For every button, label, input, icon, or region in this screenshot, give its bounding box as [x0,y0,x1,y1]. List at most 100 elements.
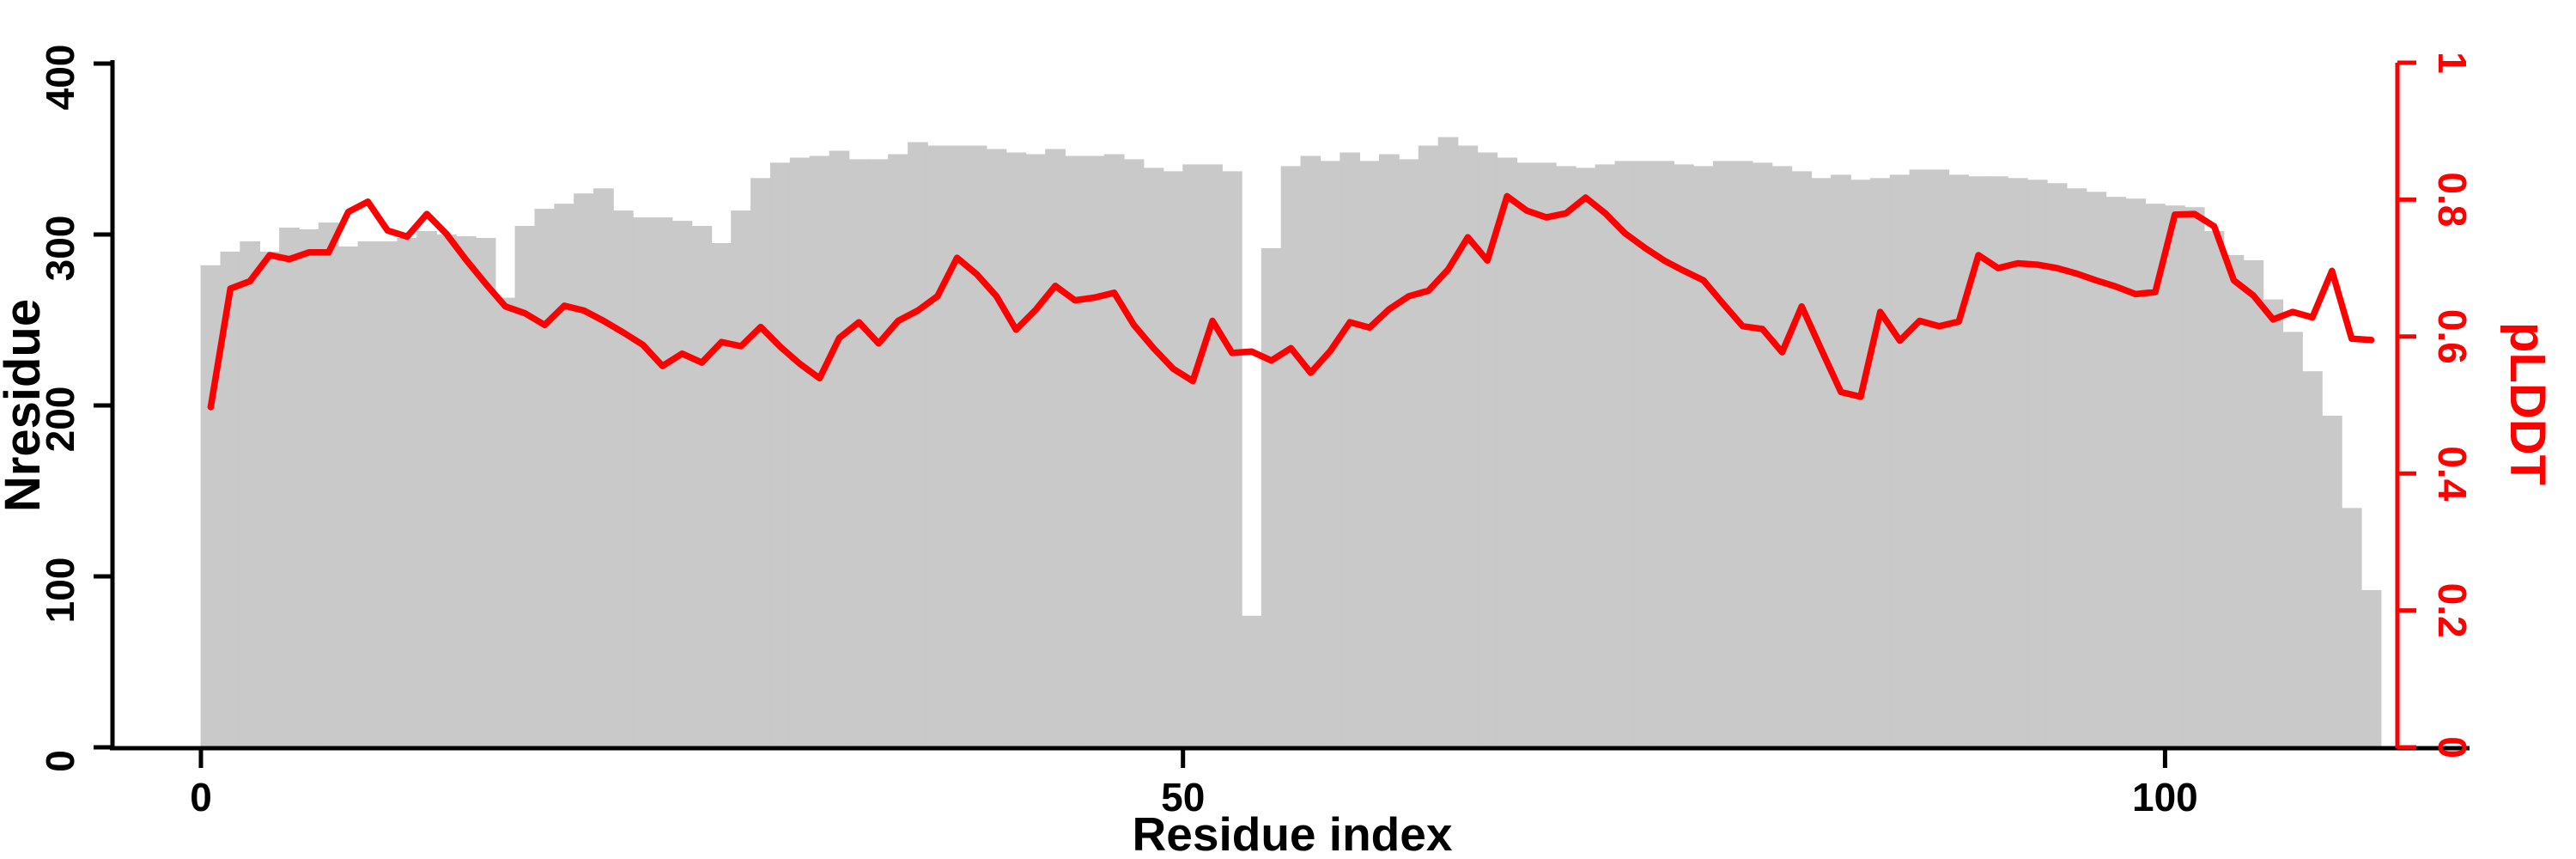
nresidue-bar [908,142,928,749]
x-axis-tick-label: 0 [190,775,212,819]
right-axis-tick-label: 0.6 [2430,309,2475,364]
nresidue-bar [337,246,359,749]
nresidue-bar [2008,178,2028,750]
nresidue-bar [377,241,398,749]
nresidue-bar [1143,168,1164,749]
nresidue-bar [2165,205,2185,749]
nresidue-bar [927,145,948,749]
nresidue-bar [1929,169,1950,749]
nresidue-bar [456,236,477,749]
left-axis-tick-label: 400 [38,45,82,111]
nresidue-bar [1831,174,1851,749]
nresidue-bar [514,226,536,749]
nresidue-bar [1123,159,1145,749]
nresidue-bar [2184,207,2205,749]
nresidue-bar [769,162,791,749]
nresidue-bar [554,204,574,749]
nresidue-bar [750,178,771,750]
nresidue-bar [1359,161,1380,749]
nresidue-bar [868,159,889,749]
nresidue-bar [1300,155,1321,749]
nresidue-bar [1065,155,1085,749]
nresidue-bar [1614,161,1636,749]
nresidue-bar [1320,161,1341,749]
nresidue-bar [1084,155,1105,749]
nresidue-bar [1869,178,1891,750]
nresidue-bar [2263,299,2284,750]
nresidue-bar [2360,589,2382,749]
nresidue-bar [1280,166,1302,749]
nresidue-bar [1909,169,1930,749]
nresidue-bar [1497,157,1517,749]
nresidue-bar [200,265,222,749]
right-axis-title: pLDDT [2500,322,2555,485]
nresidue-bar [1988,176,2008,750]
nresidue-bar [1477,152,1498,749]
nresidue-bar [829,150,850,749]
left-axis-tick-label: 0 [38,750,82,772]
nresidue-bar [1634,161,1656,749]
right-axis-tick-label: 1 [2430,52,2475,74]
nresidue-bar [2105,197,2127,749]
nresidue-bar [711,243,732,749]
right-axis-tick-label: 0.2 [2430,583,2475,638]
nresidue-bar [2322,415,2342,749]
nresidue-bar [1752,162,1773,749]
nresidue-bar [240,241,260,749]
nresidue-bar [1340,152,1360,749]
nresidue-bar [1103,154,1125,749]
nresidue-bar [1712,161,1734,749]
nresidue-bar [416,231,437,749]
right-axis-tick-label: 0.8 [2430,172,2475,227]
nresidue-bar [671,221,693,750]
nresidue-bar [2203,231,2225,749]
nresidue-bar [986,149,1007,749]
nresidue-bar [789,157,811,749]
nresidue-bar [1850,180,1871,750]
nresidue-bar [1693,166,1714,749]
nresidue-bar [574,193,594,749]
nresidue-bar [1163,171,1184,749]
nresidue-bar [1241,615,1262,749]
x-axis-title: Residue index [1133,807,1453,859]
right-axis-tick-label: 0.4 [2430,446,2475,501]
nresidue-bar [1005,152,1027,749]
nresidue-bar [2282,332,2303,749]
nresidue-bar [652,217,673,750]
x-axis-tick-label: 100 [2132,775,2198,819]
nresidue-bar [1575,168,1596,749]
nresidue-bar [1182,164,1203,749]
nresidue-bar [1595,164,1616,749]
nresidue-bar [357,241,379,749]
nresidue-bar [1045,149,1066,749]
nresidue-bar [632,217,653,750]
nresidue-bar [2341,508,2362,749]
nresidue-bar [809,155,830,749]
nresidue-bar [848,159,870,749]
nresidue-bar [888,154,908,749]
nresidue-bar [534,209,556,750]
nresidue-bar [279,228,300,749]
nresidue-bar [2086,192,2107,750]
axes-group: 0 100 200 300 400 0 50 100 0 0.2 0.4 0.6 0.8 1 [38,45,2475,819]
nresidue-bar [1811,178,1832,750]
nresidue-bar [397,238,417,749]
nresidue-bar [1771,166,1793,749]
nresidue-bar [691,226,713,749]
plddt-line [207,192,2375,411]
nresidue-bar [2046,183,2068,750]
nresidue-bar [946,145,968,749]
nresidue-bar [495,297,516,750]
nresidue-bar [475,238,496,749]
nresidue-bar [1654,161,1674,749]
nresidue-bar [613,210,634,750]
nresidue-bar [1261,247,1282,749]
nresidue-bar [318,222,339,750]
nresidue-bar [1202,164,1223,749]
nresidue-bar [299,229,319,749]
nresidue-bar [1516,162,1537,749]
left-axis-tick-label: 200 [38,387,82,453]
nresidue-bar [1791,171,1813,749]
left-axis-tick-label: 100 [38,557,82,624]
